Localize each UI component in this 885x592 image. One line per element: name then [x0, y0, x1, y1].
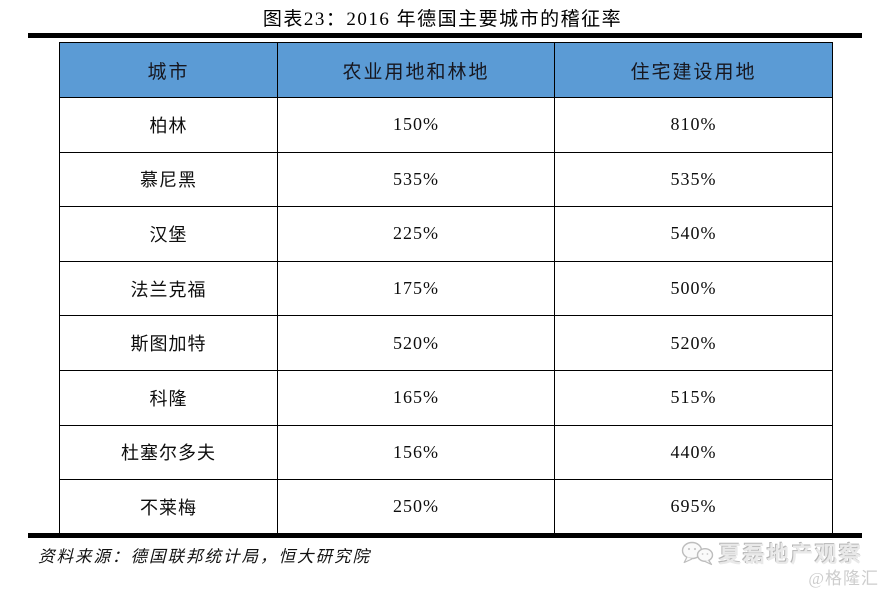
- cell-resi-rate: 515%: [554, 369, 833, 426]
- cell-city: 不莱梅: [59, 479, 278, 535]
- cell-agri-rate: 250%: [277, 479, 555, 535]
- brand-watermark: 夏磊地产观察: [680, 537, 863, 569]
- figure-title: 图表23：2016 年德国主要城市的稽征率: [262, 9, 623, 30]
- cell-agri-rate: 150%: [277, 97, 555, 153]
- col-header-agricultural: 农业用地和林地: [277, 42, 555, 98]
- table-header-row: 城市 农业用地和林地 住宅建设用地: [59, 42, 833, 98]
- cell-city: 杜塞尔多夫: [59, 424, 278, 481]
- cell-resi-rate: 520%: [554, 315, 833, 371]
- table-row: 法兰克福 175% 500%: [59, 260, 833, 317]
- cell-resi-rate: 695%: [554, 479, 833, 535]
- table-row: 汉堡 225% 540%: [59, 206, 833, 262]
- cell-resi-rate: 810%: [554, 97, 833, 153]
- cell-resi-rate: 500%: [554, 260, 833, 317]
- cell-resi-rate: 535%: [554, 151, 833, 208]
- brand-name: 夏磊地产观察: [719, 542, 864, 567]
- platform-watermark: @格隆汇: [808, 569, 879, 588]
- cell-city: 慕尼黑: [59, 151, 278, 208]
- cell-city: 柏林: [59, 97, 278, 153]
- col-header-city: 城市: [59, 42, 278, 98]
- wechat-bubbles-icon: [680, 540, 714, 567]
- source-note: 资料来源：德国联邦统计局，恒大研究院: [38, 547, 371, 566]
- cell-agri-rate: 175%: [277, 260, 555, 317]
- cell-resi-rate: 440%: [554, 424, 833, 481]
- cell-city: 汉堡: [59, 206, 278, 262]
- table-row: 科隆 165% 515%: [59, 369, 833, 426]
- col-header-residential: 住宅建设用地: [554, 42, 833, 98]
- top-rule: [28, 33, 862, 38]
- table-row: 不莱梅 250% 695%: [59, 479, 833, 535]
- cell-agri-rate: 165%: [277, 369, 555, 426]
- cell-agri-rate: 225%: [277, 206, 555, 262]
- cell-city: 法兰克福: [59, 260, 278, 317]
- cell-agri-rate: 520%: [277, 315, 555, 371]
- tax-rate-table: 城市 农业用地和林地 住宅建设用地 柏林 150% 810% 慕尼黑 535% …: [59, 42, 833, 535]
- cell-resi-rate: 540%: [554, 206, 833, 262]
- table-row: 杜塞尔多夫 156% 440%: [59, 424, 833, 481]
- bottom-rule: [28, 533, 862, 538]
- cell-city: 科隆: [59, 369, 278, 426]
- table-row: 柏林 150% 810%: [59, 97, 833, 153]
- cell-agri-rate: 535%: [277, 151, 555, 208]
- cell-agri-rate: 156%: [277, 424, 555, 481]
- table-row: 慕尼黑 535% 535%: [59, 151, 833, 208]
- cell-city: 斯图加特: [59, 315, 278, 371]
- table-row: 斯图加特 520% 520%: [59, 315, 833, 371]
